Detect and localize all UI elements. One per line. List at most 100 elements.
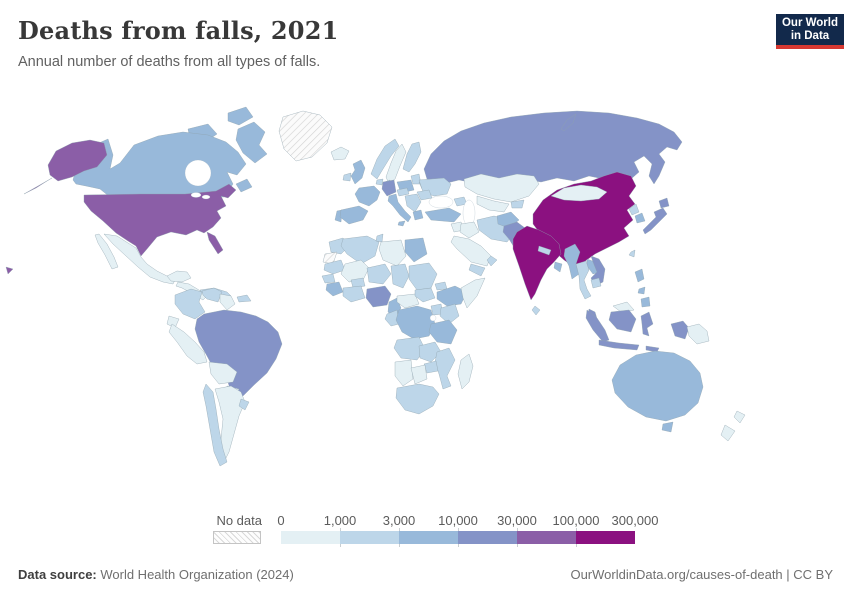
country-chad[interactable] xyxy=(390,263,410,289)
country-venezuela[interactable] xyxy=(201,287,223,303)
country-congo_gabon[interactable] xyxy=(384,309,400,327)
country-usa[interactable] xyxy=(83,183,237,257)
country-namibia[interactable] xyxy=(394,359,414,387)
country-usa[interactable] xyxy=(5,266,14,275)
country-zimbabwe[interactable] xyxy=(423,360,439,374)
country-car[interactable] xyxy=(396,293,420,309)
country-philippines[interactable] xyxy=(640,296,651,308)
country-japan[interactable] xyxy=(642,207,668,235)
legend-swatch-3[interactable] xyxy=(458,531,517,544)
country-ireland[interactable] xyxy=(342,172,352,182)
country-portugal[interactable] xyxy=(334,209,343,223)
country-austria_czech[interactable] xyxy=(396,187,410,197)
country-japan[interactable] xyxy=(658,197,670,209)
country-oman[interactable] xyxy=(486,255,498,267)
country-uk[interactable] xyxy=(350,159,366,185)
country-australia[interactable] xyxy=(661,421,674,433)
country-mongolia[interactable] xyxy=(550,184,608,202)
legend-no-data-swatch[interactable] xyxy=(213,531,261,544)
country-somalia[interactable] xyxy=(460,277,486,309)
country-italy[interactable] xyxy=(387,193,412,223)
country-guinea[interactable] xyxy=(325,281,344,297)
country-guyanas[interactable] xyxy=(219,293,236,311)
country-argentina[interactable] xyxy=(214,385,246,465)
country-kyrgyz_tajik[interactable] xyxy=(510,199,525,209)
country-indonesia[interactable] xyxy=(598,339,640,351)
country-mali[interactable] xyxy=(340,259,370,283)
country-saudi_arabia[interactable] xyxy=(450,235,492,267)
country-indonesia[interactable] xyxy=(585,309,610,343)
country-yemen[interactable] xyxy=(468,263,486,277)
country-bangladesh[interactable] xyxy=(553,261,563,273)
country-libya[interactable] xyxy=(378,239,407,267)
country-greece[interactable] xyxy=(412,209,424,221)
country-chile[interactable] xyxy=(202,383,228,467)
legend-swatch-4[interactable] xyxy=(517,531,576,544)
country-mexico[interactable] xyxy=(94,233,119,270)
country-canada[interactable] xyxy=(227,106,254,126)
country-senegal[interactable] xyxy=(321,273,336,284)
country-cambodia[interactable] xyxy=(590,277,602,289)
country-colombia[interactable] xyxy=(174,288,206,320)
country-italy[interactable] xyxy=(397,220,406,227)
country-iceland[interactable] xyxy=(330,146,350,161)
country-indonesia[interactable] xyxy=(640,311,654,337)
country-niger[interactable] xyxy=(366,263,392,285)
country-sudan[interactable] xyxy=(408,262,438,291)
country-egypt[interactable] xyxy=(404,237,428,263)
legend-swatch-2[interactable] xyxy=(399,531,458,544)
country-canada[interactable] xyxy=(235,178,253,193)
country-usa[interactable] xyxy=(23,177,53,195)
country-ghana_ivory[interactable] xyxy=(342,285,366,303)
country-south_korea[interactable] xyxy=(634,212,646,224)
country-brazil[interactable] xyxy=(194,309,283,402)
country-kazakhstan[interactable] xyxy=(463,173,540,203)
country-north_korea[interactable] xyxy=(628,203,640,216)
country-burkina[interactable] xyxy=(350,277,366,289)
country-thailand[interactable] xyxy=(575,260,592,300)
country-ethiopia[interactable] xyxy=(436,285,468,307)
country-nepal[interactable] xyxy=(537,245,552,256)
country-usa[interactable] xyxy=(47,139,108,182)
country-germany[interactable] xyxy=(381,179,397,197)
footer-credit[interactable]: OurWorldinData.org/causes-of-death | CC … xyxy=(570,567,833,582)
country-tanzania[interactable] xyxy=(428,319,458,345)
country-india[interactable] xyxy=(512,225,562,301)
country-indonesia[interactable] xyxy=(608,309,637,333)
country-turkey[interactable] xyxy=(424,207,462,223)
owid-logo[interactable]: Our World in Data xyxy=(776,14,844,49)
country-mexico[interactable] xyxy=(166,270,192,283)
country-france[interactable] xyxy=(354,185,381,207)
country-botswana[interactable] xyxy=(410,364,428,385)
country-russia[interactable] xyxy=(560,113,577,132)
country-nigeria[interactable] xyxy=(365,285,392,308)
country-eritrea[interactable] xyxy=(434,281,448,291)
country-new_zealand[interactable] xyxy=(720,424,736,442)
country-finland[interactable] xyxy=(402,141,422,173)
country-russia[interactable] xyxy=(423,110,683,185)
country-sri_lanka[interactable] xyxy=(531,305,541,316)
country-kenya[interactable] xyxy=(439,303,460,325)
country-uruguay[interactable] xyxy=(238,398,250,411)
country-philippines[interactable] xyxy=(634,268,645,283)
legend-swatch-1[interactable] xyxy=(340,531,399,544)
country-angola[interactable] xyxy=(393,336,426,361)
country-drc[interactable] xyxy=(395,305,436,340)
country-algeria[interactable] xyxy=(340,235,380,265)
country-australia[interactable] xyxy=(611,350,704,422)
country-brunei[interactable] xyxy=(612,301,635,313)
country-bolivia[interactable] xyxy=(208,361,238,385)
country-balkans[interactable] xyxy=(404,193,422,213)
country-indonesia[interactable] xyxy=(670,320,690,340)
country-philippines[interactable] xyxy=(637,286,646,295)
country-madagascar[interactable] xyxy=(457,353,474,390)
country-benelux[interactable] xyxy=(375,178,384,186)
country-central_asia[interactable] xyxy=(476,195,510,213)
legend-swatch-5[interactable] xyxy=(576,531,635,544)
country-peru[interactable] xyxy=(168,323,208,365)
country-spain[interactable] xyxy=(339,205,369,225)
country-canada[interactable] xyxy=(235,121,268,164)
country-png[interactable] xyxy=(686,323,710,345)
country-greenland[interactable] xyxy=(278,110,333,162)
country-south_sudan[interactable] xyxy=(414,287,436,303)
